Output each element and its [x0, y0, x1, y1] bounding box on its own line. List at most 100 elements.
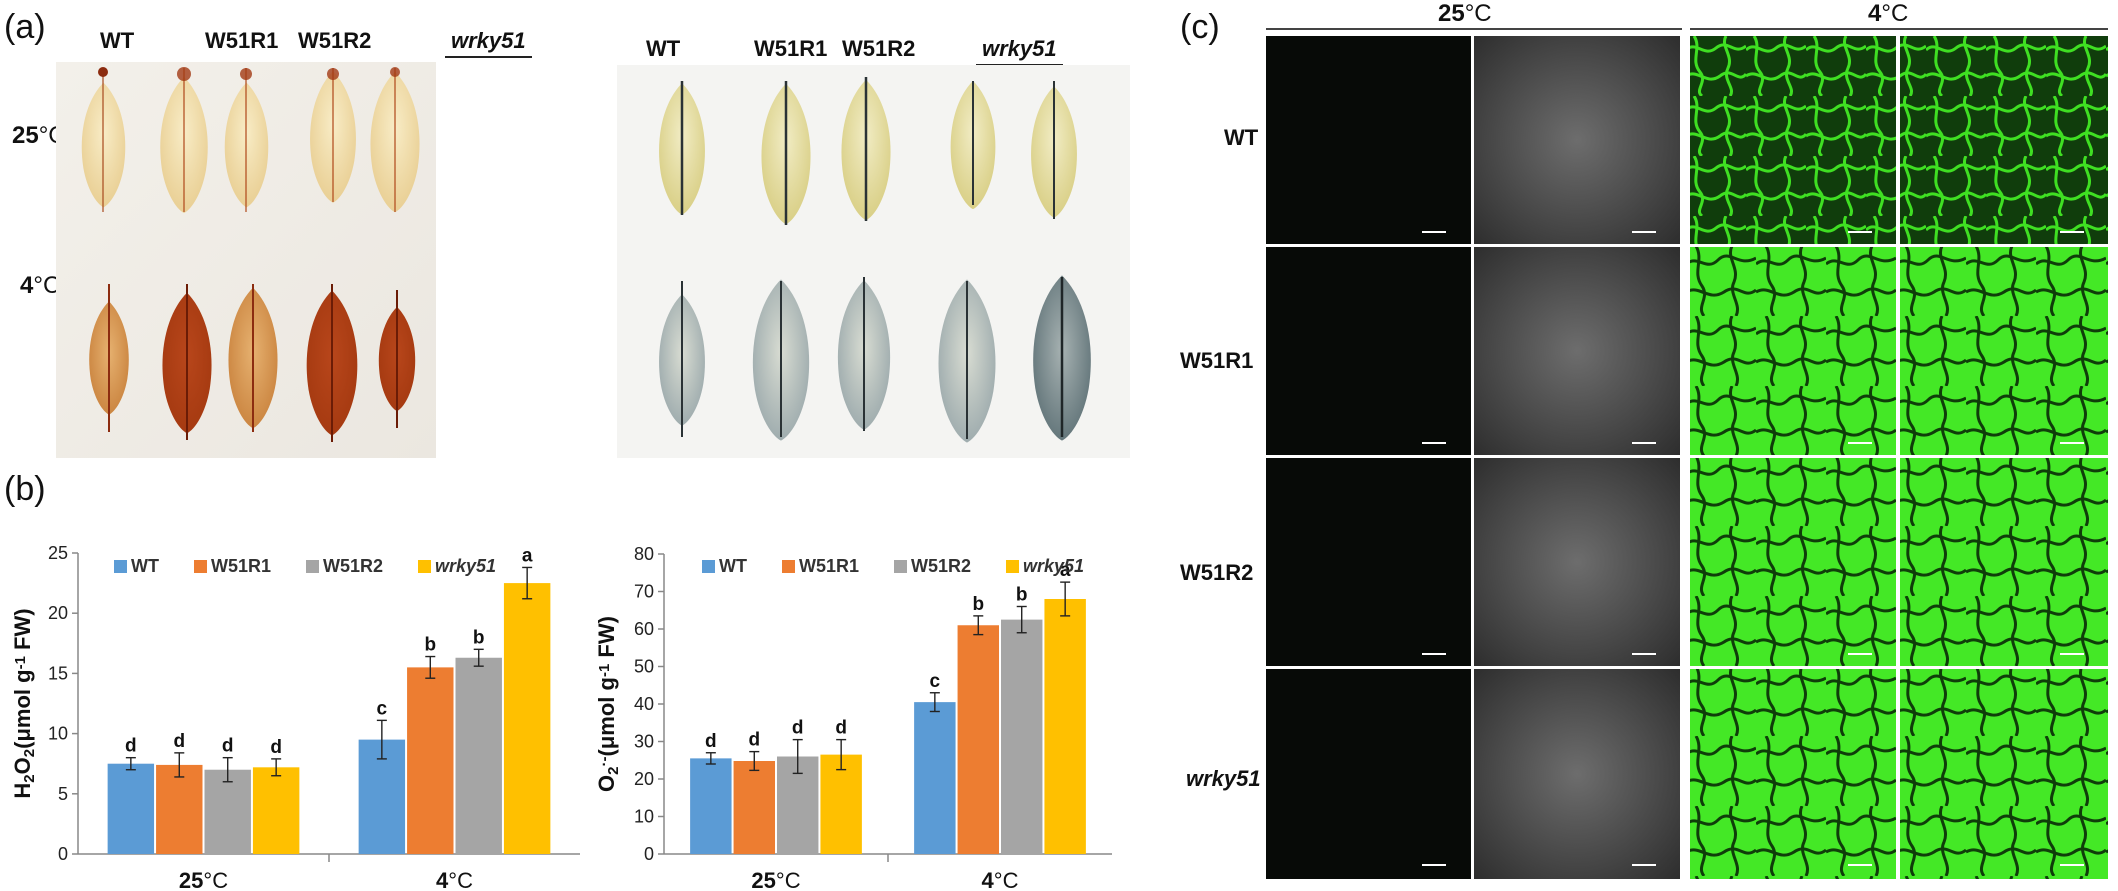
conf-wt-4c-merge — [1900, 36, 2108, 244]
chart-0-legend: WT W51R1 W51R2 wrky51 — [114, 556, 496, 576]
y-tick-label: 70 — [634, 582, 654, 602]
bar-w51r2-1 — [1001, 619, 1043, 854]
dab-leaf-wrky51b-4c — [378, 290, 416, 428]
conf-wrky51-4c-green — [1690, 669, 1896, 879]
significance-letter: b — [473, 627, 485, 648]
significance-letter: c — [930, 671, 941, 692]
legend-swatch-wt — [702, 560, 715, 573]
conf-row-label-w51r2: W51R2 — [1180, 560, 1254, 585]
x-category-label: 25°C — [751, 868, 800, 891]
significance-letter: b — [424, 635, 436, 656]
bar-w51r2-1 — [455, 657, 502, 854]
nbt-header-w51r2: W51R2 — [842, 36, 916, 61]
bar-w51r1-0 — [156, 764, 203, 854]
legend-swatch-wt — [114, 560, 127, 573]
significance-letter: a — [1060, 560, 1071, 581]
header-rule-25c — [1266, 28, 1682, 30]
bar-wt-0 — [107, 763, 155, 854]
header-rule-4c — [1690, 28, 2108, 30]
conf-w51r1-25c-merge — [1474, 247, 1680, 455]
legend-label-wt: WT — [131, 556, 159, 576]
y-tick-label: 50 — [634, 657, 654, 677]
nbt-leaf-wt-25c — [659, 81, 705, 215]
y-tick-label: 10 — [634, 807, 654, 827]
dab-leaf-wt-25c — [81, 67, 126, 212]
dab-header-w51r2: W51R2 — [298, 28, 372, 53]
significance-letter: d — [705, 731, 717, 752]
conf-wt-25c-merge — [1474, 36, 1680, 244]
chart-1-plot: 0 10 20 30 40 50 60 70 80 d d d d 25°C c b b a 4°C — [634, 544, 1112, 891]
dab-leaf-wt-4c — [89, 284, 129, 432]
h2o2-bar-chart: 0 5 10 15 20 25 d d d d 25°C c b b a 4°C WT W51R1 W51R2 wrk… — [10, 543, 580, 891]
chart-1-legend: WT W51R1 W51R2 wrky51 — [702, 556, 1084, 576]
conf-w51r2-25c-green — [1266, 458, 1471, 666]
nbt-leaf-w51r1-4c — [752, 279, 810, 441]
legend-swatch-w51r1 — [782, 560, 795, 573]
chart-0-plot: 0 5 10 15 20 25 d d d d 25°C c b b a 4°C — [48, 543, 580, 891]
conf-w51r1-4c-merge — [1900, 247, 2108, 455]
conf-wrky51-4c-merge — [1900, 669, 2108, 879]
dab-leaf-w51r2-4c — [228, 284, 278, 432]
legend-label-w51r1: W51R1 — [211, 556, 271, 576]
significance-letter: d — [125, 736, 137, 757]
panel-a-label: (a) — [4, 8, 46, 46]
legend-swatch-wrky51 — [418, 560, 431, 573]
y-tick-label: 0 — [58, 844, 68, 864]
significance-letter: b — [972, 594, 984, 615]
conf-header-4c: 4°C — [1868, 0, 1909, 27]
y-tick-label: 60 — [634, 619, 654, 639]
significance-letter: d — [222, 736, 234, 757]
scale-bars — [1422, 231, 2084, 866]
nbt-header-wt: WT — [646, 36, 681, 61]
legend-swatch-w51r1 — [194, 560, 207, 573]
bar-w51r1-1 — [407, 667, 454, 854]
significance-letter: d — [835, 718, 847, 739]
conf-wrky51-25c-merge — [1474, 669, 1680, 879]
dab-leaf-wrky51b-25c — [370, 67, 420, 213]
bar-wt-1 — [914, 702, 956, 854]
y-tick-label: 15 — [48, 663, 68, 683]
y-axis-label: H2O2(μmol g-1 FW) — [10, 608, 38, 798]
conf-row-label-w51r1: W51R1 — [1180, 348, 1254, 373]
nbt-leaf-w51r1-25c — [761, 81, 811, 225]
conf-wt-4c-green — [1690, 36, 1896, 244]
dab-leaf-w51r2-25c — [224, 68, 269, 212]
y-tick-label: 30 — [634, 732, 654, 752]
bar-w51r2-0 — [204, 769, 251, 854]
conf-w51r2-4c-merge — [1900, 458, 2108, 666]
dab-leaf-wrky51a-25c — [310, 68, 356, 203]
significance-letter: d — [270, 737, 282, 758]
significance-letter: d — [748, 730, 760, 751]
panel-c-label: (c) — [1180, 8, 1220, 46]
y-axis-label: O2·-(μmol g-1 FW) — [594, 616, 622, 792]
nbt-header-w51r1: W51R1 — [754, 36, 828, 61]
conf-row-label-wt: WT — [1224, 125, 1259, 150]
conf-w51r1-4c-green — [1690, 247, 1896, 455]
legend-label-w51r2: W51R2 — [323, 556, 383, 576]
row-label-4c: 4°C — [20, 272, 61, 299]
conf-header-25c: 25°C — [1438, 0, 1492, 27]
legend-swatch-wrky51 — [1006, 560, 1019, 573]
conf-w51r2-25c-merge — [1474, 458, 1680, 666]
y-tick-label: 5 — [58, 784, 68, 804]
dab-header-w51r1: W51R1 — [205, 28, 279, 53]
bar-w51r1-1 — [957, 625, 999, 854]
nbt-header-wrky51: wrky51 — [976, 36, 1063, 66]
conf-wt-25c-green — [1266, 36, 1471, 244]
bar-wt-0 — [690, 758, 732, 854]
nbt-leaf-w51r2-25c — [841, 77, 891, 221]
bar-wrky51-1 — [1044, 599, 1086, 854]
nbt-leaf-w51r2-4c — [837, 277, 891, 431]
y-tick-label: 40 — [634, 694, 654, 714]
confocal-image-grid — [1266, 36, 2108, 879]
nbt-leaf-wrky51b-25c — [1031, 81, 1077, 219]
dab-leaf-wrky51a-4c — [306, 284, 358, 442]
legend-label-wt: WT — [719, 556, 747, 576]
conf-w51r1-25c-green — [1266, 247, 1471, 455]
nbt-leaf-wrky51a-4c — [938, 279, 996, 443]
significance-letter: d — [173, 731, 185, 752]
legend-label-wrky51: wrky51 — [1023, 556, 1084, 576]
significance-letter: a — [522, 545, 533, 566]
